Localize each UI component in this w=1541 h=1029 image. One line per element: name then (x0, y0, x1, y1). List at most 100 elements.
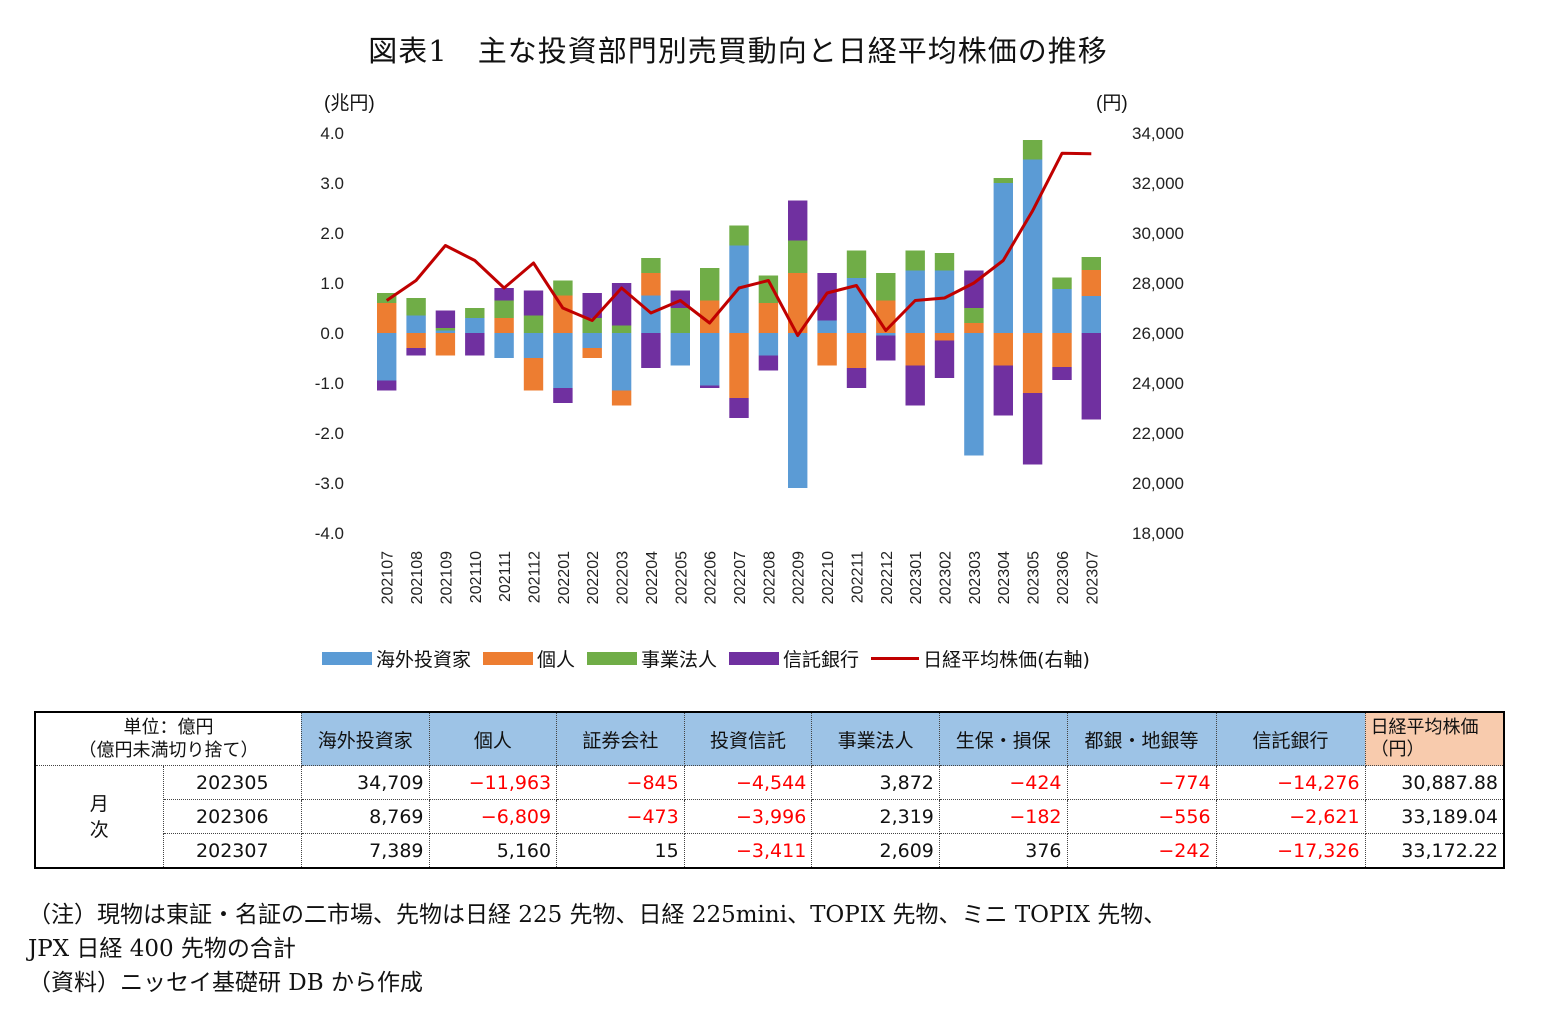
bar-segment (523, 290, 544, 316)
bar-segment (435, 310, 456, 328)
legend-label: 個人 (537, 648, 576, 671)
bar-segment (377, 303, 397, 333)
right-tick-label: 30,000 (1132, 224, 1184, 243)
period-label-bottom: 次 (89, 818, 109, 841)
bar-segment (523, 315, 544, 333)
category-label: 202211 (849, 551, 866, 603)
value-cell: −424 (938, 765, 1068, 800)
column-header: 個人 (428, 711, 558, 766)
category-label: 202204 (644, 551, 661, 604)
category-label: 202203 (615, 551, 632, 604)
category-label: 202210 (820, 551, 837, 604)
legend-swatch (729, 651, 780, 665)
value-cell: −2,621 (1215, 799, 1366, 834)
column-header: 海外投資家 (300, 711, 430, 766)
value-cell: −845 (556, 765, 685, 800)
notes: （注）現物は東証・名証の二市場、先物は日経 225 先物、日経 225mini、… (28, 898, 1166, 1000)
value-cell: −4,544 (683, 765, 813, 800)
left-tick-label: 3.0 (320, 174, 344, 193)
bar-segment (523, 333, 544, 358)
value-cell: 34,709 (300, 765, 430, 800)
bar-segment (905, 333, 925, 366)
bar-segment (729, 333, 749, 398)
category-label: 202305 (1026, 551, 1043, 604)
legend-item: 海外投資家 (322, 645, 471, 672)
month-cell: 202307 (162, 833, 302, 869)
value-cell: −182 (938, 799, 1068, 834)
bar-segment (788, 200, 808, 241)
value-cell: −17,326 (1215, 833, 1366, 869)
table-row: 202307 7,389 5,160 15 −3,411 2,609 376 −… (35, 833, 1505, 869)
unit-label: 単位：億円 (123, 717, 214, 738)
bar-segment (435, 328, 456, 331)
month-cell: 202306 (162, 799, 302, 834)
bar-segment (494, 288, 514, 301)
bar-segment (465, 318, 485, 333)
bar-segment (611, 325, 632, 333)
nikkei-header: 日経平均株価 （円） (1364, 711, 1505, 766)
bar-segment (582, 333, 602, 348)
note-line: （注）現物は東証・名証の二市場、先物は日経 225 先物、日経 225mini、… (28, 902, 1167, 928)
value-cell: 2,319 (811, 799, 940, 834)
bar-segment (611, 333, 632, 391)
column-header: 信託銀行 (1215, 711, 1366, 766)
bar-segment (729, 225, 749, 246)
bar-segment (729, 398, 749, 418)
left-tick-label: -4.0 (315, 524, 344, 543)
category-label: 202201 (556, 551, 573, 604)
nikkei-cell: 33,172.22 (1364, 833, 1505, 869)
value-cell: 376 (938, 833, 1068, 869)
bar-segment (553, 295, 573, 333)
nikkei-header-label: 日経平均株価 (1370, 717, 1479, 738)
bar-segment (876, 335, 896, 361)
legend-swatch (483, 651, 534, 665)
legend-item: 信託銀行 (729, 645, 859, 672)
value-cell: 7,389 (300, 833, 430, 869)
bar-segment (700, 300, 720, 333)
category-label: 202206 (703, 551, 720, 604)
left-tick-label: 0.0 (320, 324, 344, 343)
value-cell: 3,872 (811, 765, 940, 800)
left-tick-label: -1.0 (315, 374, 344, 393)
right-tick-label: 32,000 (1132, 174, 1184, 193)
period-label: 月 次 (34, 765, 164, 869)
category-label: 202108 (409, 551, 426, 604)
bar-segment (758, 333, 779, 356)
legend-item: 日経平均株価(右軸) (871, 645, 1090, 672)
bar-segment (1052, 289, 1072, 333)
bar-segment (465, 333, 485, 356)
bar-segment (377, 293, 397, 303)
value-cell: −473 (556, 799, 685, 834)
category-label: 202209 (791, 551, 808, 604)
value-cell: −11,963 (428, 765, 558, 800)
period-label-top: 月 (89, 792, 109, 815)
table-header-row: 単位：億円 （億円未満切り捨て） 海外投資家 個人 証券会社 投資信託 事業法人… (34, 711, 1505, 766)
left-tick-label: 2.0 (320, 224, 344, 243)
legend-label: 日経平均株価(右軸) (923, 648, 1090, 671)
bar-segment (553, 333, 573, 388)
month-cell: 202305 (162, 765, 302, 800)
bar-segment (846, 250, 867, 278)
right-tick-label: 28,000 (1132, 274, 1184, 293)
legend-swatch (871, 656, 920, 660)
category-label: 202307 (1084, 551, 1101, 604)
column-header: 証券会社 (556, 711, 685, 766)
category-label: 202304 (996, 551, 1013, 604)
bar-segment (1052, 333, 1072, 367)
bar-segment (406, 298, 426, 316)
bar-segment (788, 240, 808, 273)
right-tick-label: 20,000 (1132, 474, 1184, 493)
bar-segment (934, 253, 955, 271)
bar-segment (611, 390, 632, 406)
bar-segment (406, 315, 426, 333)
bar-segment (553, 280, 573, 296)
left-tick-label: 1.0 (320, 274, 344, 293)
legend-swatch (322, 651, 372, 665)
bar-segment (435, 330, 456, 333)
category-label: 202112 (527, 551, 544, 603)
bar-segment (523, 358, 544, 391)
category-label: 202212 (879, 551, 896, 604)
right-axis-unit: (円) (1096, 93, 1128, 114)
bar-segment (435, 333, 456, 356)
bar-segment (494, 333, 514, 358)
